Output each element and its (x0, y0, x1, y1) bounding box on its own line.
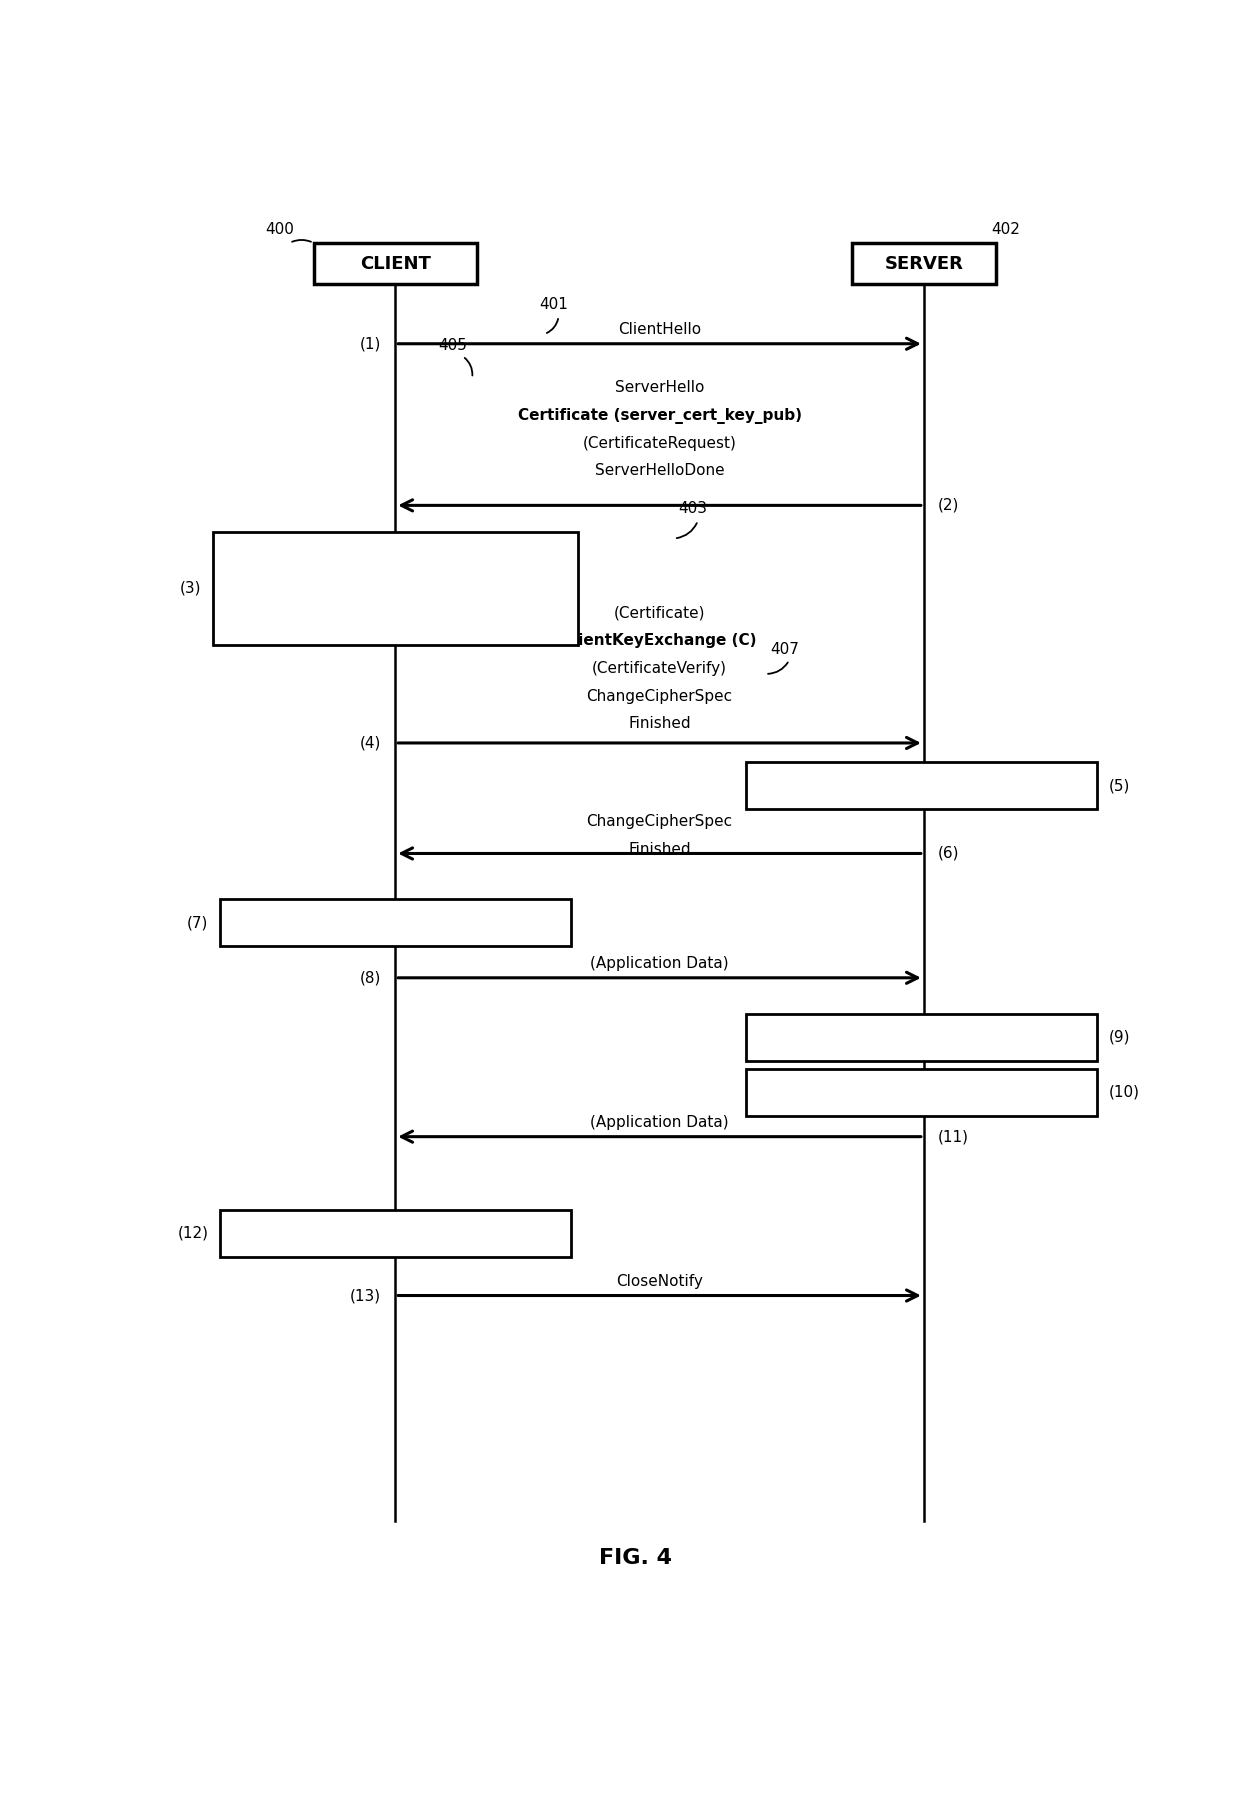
Text: C = Encrypt(server_cert_key_pub, S);: C = Encrypt(server_cert_key_pub, S); (258, 624, 532, 640)
Text: (Application Data): (Application Data) (590, 1116, 729, 1130)
Text: 407: 407 (770, 642, 799, 657)
Text: 402: 402 (991, 222, 1021, 237)
Text: S = secret( );: S = secret( ); (347, 581, 444, 596)
Text: (12): (12) (177, 1225, 208, 1241)
Text: (CertificateVerify): (CertificateVerify) (591, 660, 727, 676)
Text: CloseNotify: CloseNotify (616, 1274, 703, 1290)
Text: (1): (1) (360, 335, 381, 352)
Text: (7): (7) (187, 915, 208, 929)
Text: (4): (4) (360, 736, 381, 750)
Text: Validate(CA, server_cert_pub_key);: Validate(CA, server_cert_pub_key); (267, 536, 523, 553)
Text: Finished: Finished (629, 841, 691, 858)
Text: Certificate (server_cert_key_pub): Certificate (server_cert_key_pub) (517, 407, 801, 423)
Text: SERVER: SERVER (884, 255, 963, 273)
Text: (CertificateRequest): (CertificateRequest) (583, 436, 737, 450)
FancyBboxPatch shape (213, 531, 578, 644)
Text: 401: 401 (539, 298, 568, 312)
Text: ServerHello: ServerHello (615, 380, 704, 395)
Text: (5): (5) (1109, 779, 1130, 793)
Text: (13): (13) (350, 1288, 381, 1302)
Text: 405: 405 (439, 339, 467, 353)
Text: ServerHelloDone: ServerHelloDone (595, 463, 724, 479)
Text: 403: 403 (678, 501, 708, 517)
Text: (10): (10) (1109, 1085, 1140, 1100)
Text: 400: 400 (265, 222, 294, 237)
Text: ChangeCipherSpec: ChangeCipherSpec (587, 814, 733, 829)
Text: ClientHello: ClientHello (618, 323, 701, 337)
Text: CLIENT: CLIENT (360, 255, 430, 273)
Text: (3): (3) (180, 581, 201, 596)
FancyBboxPatch shape (219, 899, 570, 945)
Text: (Certificate): (Certificate) (614, 606, 706, 621)
FancyBboxPatch shape (746, 762, 1096, 809)
Text: (11): (11) (939, 1128, 970, 1145)
Text: Finished: Finished (629, 716, 691, 732)
Text: ChangeCipherSpec: ChangeCipherSpec (587, 689, 733, 703)
Text: Application Data = Encrypt(S, data): Application Data = Encrypt(S, data) (790, 1085, 1053, 1100)
Text: (6): (6) (939, 847, 960, 861)
Text: S = Decrypt(server_cert_key_priv, C): S = Decrypt(server_cert_key_priv, C) (786, 777, 1056, 795)
FancyBboxPatch shape (852, 242, 996, 285)
Text: Application Data = Decrypt(S, data): Application Data = Decrypt(S, data) (790, 1030, 1053, 1044)
FancyBboxPatch shape (746, 1069, 1096, 1116)
Text: (8): (8) (360, 971, 381, 985)
Text: ClientKeyExchange (C): ClientKeyExchange (C) (562, 633, 756, 648)
FancyBboxPatch shape (219, 1209, 570, 1258)
Text: Application Data = Decrypt(S, data): Application Data = Decrypt(S, data) (263, 1225, 527, 1241)
FancyBboxPatch shape (746, 1014, 1096, 1060)
Text: FIG. 4: FIG. 4 (599, 1548, 672, 1568)
Text: (9): (9) (1109, 1030, 1130, 1044)
Text: (Application Data): (Application Data) (590, 956, 729, 972)
FancyBboxPatch shape (314, 242, 477, 285)
Text: Application Data = Encrypt(S, data): Application Data = Encrypt(S, data) (264, 915, 526, 929)
Text: (2): (2) (939, 499, 960, 513)
